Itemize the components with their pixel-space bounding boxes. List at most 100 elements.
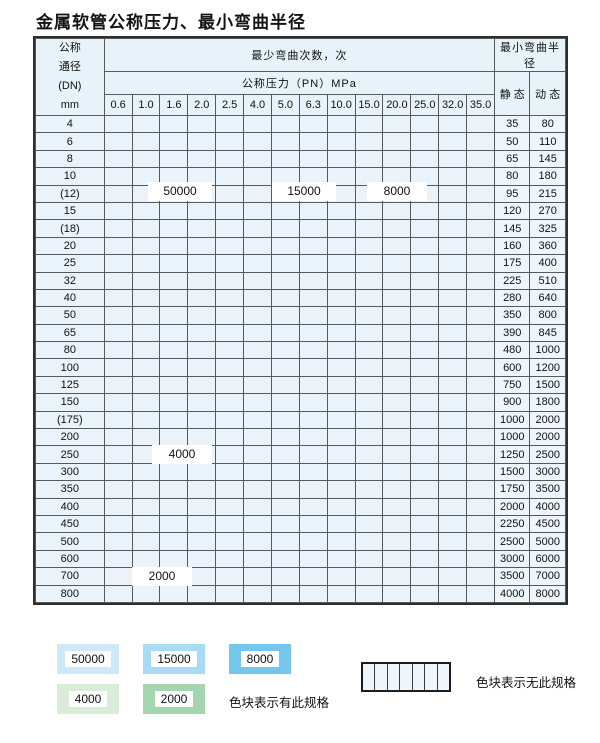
cell-spec-20.0	[382, 584, 412, 603]
cell-spec-10.0	[326, 254, 356, 273]
cell-spec-0.6	[103, 167, 133, 186]
cell-dn: 200	[35, 428, 105, 447]
cell-spec-32.0	[438, 514, 468, 534]
legend-swatch-2000: 2000	[143, 684, 205, 714]
cell-spec-2.5	[215, 532, 245, 551]
cell-spec-15.0	[354, 393, 384, 412]
cell-spec-0.6	[103, 549, 133, 569]
cell-radius-dynamic: 1000	[529, 341, 566, 360]
cell-spec-25.0	[410, 114, 440, 134]
cell-radius-dynamic: 800	[529, 306, 566, 325]
cell-spec-4.0	[243, 306, 272, 325]
cell-spec-1.6	[159, 393, 189, 412]
cell-radius-static: 35	[494, 114, 531, 134]
legend-empty-cell	[437, 664, 449, 690]
cell-radius-static: 1500	[494, 462, 531, 482]
cell-spec-0.6	[103, 567, 133, 586]
cell-spec-20.0	[382, 532, 412, 551]
cell-dn: 300	[35, 462, 105, 482]
cell-spec-1.0	[131, 584, 161, 603]
cell-spec-10.0	[326, 219, 356, 238]
cell-spec-6.3	[298, 410, 328, 430]
cell-spec-10.0	[326, 428, 356, 447]
cell-radius-dynamic: 8000	[529, 584, 566, 603]
cell-spec-20.0	[382, 114, 412, 134]
cell-spec-1.0	[131, 254, 161, 273]
cell-spec-35.0	[466, 236, 496, 256]
cell-spec-32.0	[438, 375, 468, 395]
cell-spec-2.0	[187, 428, 217, 447]
cell-spec-4.0	[243, 567, 272, 586]
cell-spec-2.5	[215, 445, 245, 464]
cell-spec-2.0	[187, 358, 217, 377]
cell-spec-32.0	[438, 393, 468, 412]
cell-spec-5.0	[270, 514, 300, 534]
cell-spec-1.6	[159, 114, 189, 134]
cell-spec-32.0	[438, 219, 468, 238]
cell-spec-5.0	[270, 549, 300, 569]
cell-radius-static: 3500	[494, 567, 531, 586]
cell-spec-10.0	[326, 393, 356, 412]
cell-spec-32.0	[438, 167, 468, 186]
cell-spec-15.0	[354, 410, 384, 430]
cell-spec-1.0	[131, 549, 161, 569]
cell-spec-1.6	[159, 428, 189, 447]
cell-spec-15.0	[354, 584, 384, 603]
cell-spec-0.6	[103, 201, 133, 221]
cell-spec-2.5	[215, 167, 245, 186]
cell-spec-10.0	[326, 358, 356, 377]
cell-spec-35.0	[466, 219, 496, 238]
cell-radius-static: 3000	[494, 549, 531, 569]
cell-spec-6.3	[298, 236, 328, 256]
table-row: 80 480 1000	[35, 341, 566, 360]
cell-spec-20.0	[382, 132, 412, 151]
cell-spec-1.6	[159, 149, 189, 169]
cell-spec-2.5	[215, 514, 245, 534]
legend-has-spec-text: 色块表示有此规格	[229, 696, 330, 710]
cell-spec-4.0	[243, 341, 272, 360]
cell-spec-5.0	[270, 271, 300, 290]
cell-radius-dynamic: 1500	[529, 375, 566, 395]
cell-spec-35.0	[466, 132, 496, 151]
cell-spec-0.6	[103, 219, 133, 238]
cell-spec-5.0	[270, 201, 300, 221]
cell-spec-15.0	[354, 462, 384, 482]
cell-spec-10.0	[326, 462, 356, 482]
cell-radius-dynamic: 3500	[529, 480, 566, 499]
cell-spec-15.0	[354, 428, 384, 447]
cell-spec-6.3	[298, 149, 328, 169]
cell-spec-32.0	[438, 428, 468, 447]
cell-radius-static: 2500	[494, 532, 531, 551]
cell-spec-4.0	[243, 480, 272, 499]
legend-empty-cell	[363, 664, 376, 690]
cell-spec-2.0	[187, 201, 217, 221]
cell-spec-1.6	[159, 341, 189, 360]
cell-spec-0.6	[103, 271, 133, 290]
cell-spec-2.5	[215, 184, 245, 203]
cell-spec-25.0	[410, 549, 440, 569]
cell-dn: 10	[35, 167, 105, 186]
cell-spec-10.0	[326, 341, 356, 360]
header-pressure-35.0: 35.0	[466, 94, 496, 116]
cell-spec-4.0	[243, 375, 272, 395]
cell-spec-35.0	[466, 184, 496, 203]
cell-spec-2.5	[215, 480, 245, 499]
cell-spec-25.0	[410, 393, 440, 412]
cell-spec-2.0	[187, 114, 217, 134]
header-dynamic: 动 态	[529, 71, 566, 116]
cell-spec-6.3	[298, 288, 328, 308]
cell-spec-2.5	[215, 549, 245, 569]
cell-spec-1.0	[131, 358, 161, 377]
cell-spec-1.0	[131, 393, 161, 412]
cell-spec-25.0	[410, 236, 440, 256]
cell-spec-35.0	[466, 149, 496, 169]
cell-dn: 6	[35, 132, 105, 151]
cell-radius-static: 2250	[494, 514, 531, 534]
cell-dn: 600	[35, 549, 105, 569]
cell-spec-2.0	[187, 149, 217, 169]
cell-spec-6.3	[298, 254, 328, 273]
cell-spec-2.0	[187, 288, 217, 308]
header-static: 静 态	[494, 71, 531, 116]
cell-dn: (175)	[35, 410, 105, 430]
cell-spec-4.0	[243, 584, 272, 603]
